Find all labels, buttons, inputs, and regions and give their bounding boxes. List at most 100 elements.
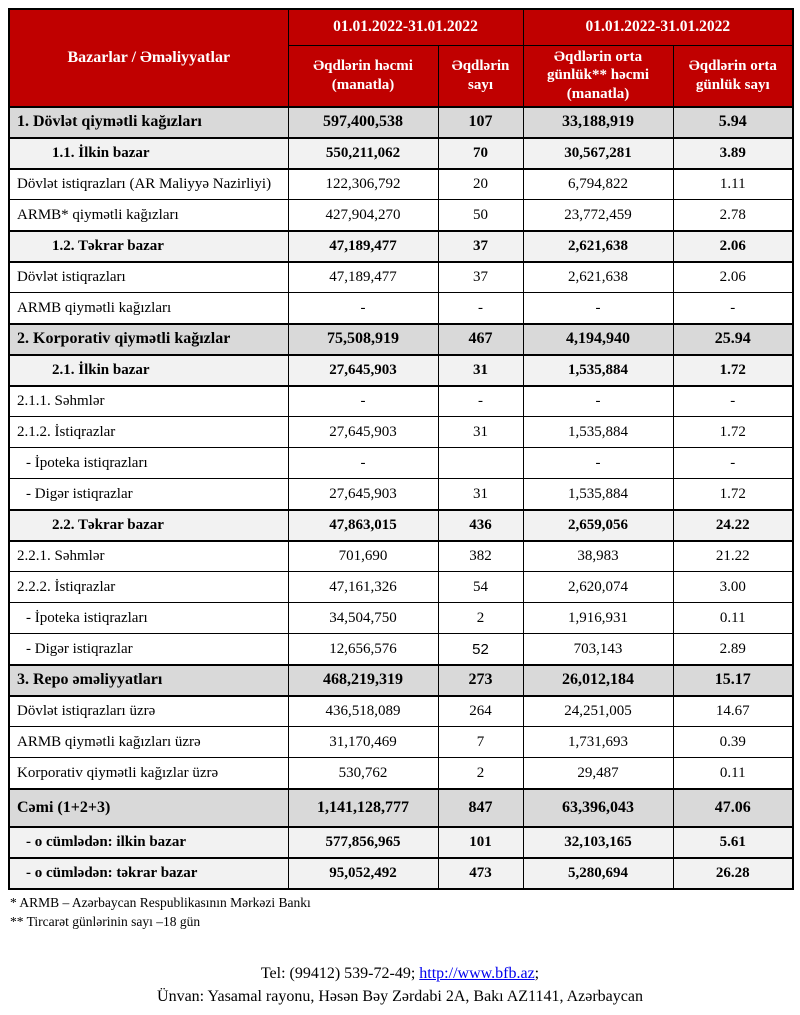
- cell-volume: 47,189,477: [287, 229, 439, 263]
- cell-avg-daily-count: 5.94: [672, 105, 794, 139]
- row-label: Dövlət istiqrazları: [8, 261, 289, 294]
- table-header: Bazarlar / Əməliyyatlar 01.01.2022-31.01…: [8, 8, 794, 108]
- cell-count: 31: [437, 353, 524, 387]
- cell-avg-daily-count: 3.00: [672, 571, 794, 604]
- cell-avg-daily-volume: 24,251,005: [522, 695, 674, 728]
- period-header-row: Bazarlar / Əməliyyatlar 01.01.2022-31.01…: [8, 8, 794, 108]
- row-label: 2.1. İlkin bazar: [8, 353, 289, 387]
- cell-avg-daily-count: 1.72: [672, 353, 794, 387]
- cell-count: 70: [437, 136, 524, 170]
- row-label: - Digər istiqrazlar: [8, 478, 289, 511]
- table-row: 2.2.2. İstiqrazlar 47,161,326 54 2,620,074 3…: [8, 571, 794, 604]
- cell-avg-daily-volume: 32,103,165: [522, 825, 674, 859]
- cell-avg-daily-volume: 63,396,043: [522, 787, 674, 828]
- cell-count: 2: [437, 757, 524, 790]
- table-row: 2.2. Təkrar bazar 47,863,015 436 2,659,056 2…: [8, 508, 794, 542]
- cell-volume: -: [287, 385, 439, 418]
- table-row: 2.1. İlkin bazar 27,645,903 31 1,535,884 1.7…: [8, 353, 794, 387]
- cell-count: 436: [437, 508, 524, 542]
- table-row: 2.1.2. İstiqrazlar 27,645,903 31 1,535,884 1…: [8, 416, 794, 449]
- table-row: ARMB* qiymətli kağızları 427,904,270 50 23,…: [8, 199, 794, 232]
- cell-avg-daily-volume: 38,983: [522, 540, 674, 573]
- cell-count: 20: [437, 168, 524, 201]
- cell-volume: 436,518,089: [287, 695, 439, 728]
- cell-avg-daily-count: 2.06: [672, 261, 794, 294]
- cell-avg-daily-count: 47.06: [672, 787, 794, 828]
- cell-avg-daily-count: 26.28: [672, 856, 794, 890]
- cell-avg-daily-volume: 1,535,884: [522, 478, 674, 511]
- cell-avg-daily-volume: 2,621,638: [522, 261, 674, 294]
- cell-volume: 597,400,538: [287, 105, 439, 139]
- cell-count: 382: [437, 540, 524, 573]
- table-row: ARMB qiymətli kağızları üzrə 31,170,469 7 1…: [8, 726, 794, 759]
- tel-line-suffix: ;: [534, 964, 540, 982]
- table-row: 1.2. Təkrar bazar 47,189,477 37 2,621,638 2.…: [8, 229, 794, 263]
- cell-count: -: [437, 385, 524, 418]
- cell-avg-daily-volume: -: [522, 292, 674, 325]
- cell-avg-daily-count: 0.11: [672, 757, 794, 790]
- row-label: 1.2. Təkrar bazar: [8, 229, 289, 263]
- cell-avg-daily-volume: 4,194,940: [522, 322, 674, 356]
- column-header-avg-daily-count: Əqdlərin orta günlük sayı: [672, 44, 794, 108]
- cell-avg-daily-count: 3.89: [672, 136, 794, 170]
- cell-avg-daily-count: 5.61: [672, 825, 794, 859]
- table-row: ARMB qiymətli kağızları - - - -: [8, 292, 794, 325]
- row-label: - Digər istiqrazlar: [8, 633, 289, 666]
- cell-volume: 27,645,903: [287, 416, 439, 449]
- cell-avg-daily-volume: -: [522, 447, 674, 480]
- period-header-2: 01.01.2022-31.01.2022: [522, 8, 794, 46]
- cell-volume: 75,508,919: [287, 322, 439, 356]
- row-label: Korporativ qiymətli kağızlar üzrə: [8, 757, 289, 790]
- table-row: - Digər istiqrazlar 12,656,576 52 703,143 2.…: [8, 633, 794, 666]
- cell-count: 473: [437, 856, 524, 890]
- cell-avg-daily-count: 2.89: [672, 633, 794, 666]
- cell-count: [437, 447, 524, 480]
- cell-volume: 530,762: [287, 757, 439, 790]
- cell-avg-daily-count: 15.17: [672, 663, 794, 697]
- cell-avg-daily-count: 2.78: [672, 199, 794, 232]
- cell-count: 273: [437, 663, 524, 697]
- cell-volume: 31,170,469: [287, 726, 439, 759]
- table-row: - İpoteka istiqrazları 34,504,750 2 1,916,9…: [8, 602, 794, 635]
- row-label: 2.2. Təkrar bazar: [8, 508, 289, 542]
- cell-volume: 468,219,319: [287, 663, 439, 697]
- table-row: Cəmi (1+2+3) 1,141,128,777 847 63,396,043 47…: [8, 787, 794, 828]
- period-header-1: 01.01.2022-31.01.2022: [287, 8, 524, 46]
- cell-volume: -: [287, 447, 439, 480]
- row-label: 2. Korporativ qiymətli kağızlar: [8, 322, 289, 356]
- cell-avg-daily-count: 21.22: [672, 540, 794, 573]
- table-row: 2.2.1. Səhmlər 701,690 382 38,983 21.22: [8, 540, 794, 573]
- cell-avg-daily-volume: 1,731,693: [522, 726, 674, 759]
- footnote-armb: * ARMB – Azərbaycan Respublikasının Mərk…: [10, 894, 311, 910]
- table-body: 1. Dövlət qiymətli kağızları 597,400,538 1…: [8, 105, 794, 890]
- bfb-website-link[interactable]: http://www.bfb.az: [419, 964, 535, 982]
- cell-volume: 95,052,492: [287, 856, 439, 890]
- cell-count: 37: [437, 229, 524, 263]
- table-row: Dövlət istiqrazları 47,189,477 37 2,621,638…: [8, 261, 794, 294]
- cell-count: 52: [437, 633, 524, 666]
- row-label: - o cümlədən: təkrar bazar: [8, 856, 289, 890]
- row-label: 2.2.1. Səhmlər: [8, 540, 289, 573]
- cell-volume: 47,863,015: [287, 508, 439, 542]
- table-row: - o cümlədən: təkrar bazar 95,052,492 473 5…: [8, 856, 794, 890]
- cell-count: 847: [437, 787, 524, 828]
- cell-avg-daily-count: 25.94: [672, 322, 794, 356]
- cell-avg-daily-volume: 1,916,931: [522, 602, 674, 635]
- cell-volume: 12,656,576: [287, 633, 439, 666]
- cell-avg-daily-count: 0.39: [672, 726, 794, 759]
- cell-avg-daily-volume: 2,621,638: [522, 229, 674, 263]
- cell-count: 31: [437, 416, 524, 449]
- row-label: 1.1. İlkin bazar: [8, 136, 289, 170]
- cell-count: 54: [437, 571, 524, 604]
- cell-count: 7: [437, 726, 524, 759]
- cell-avg-daily-volume: 2,659,056: [522, 508, 674, 542]
- market-operations-table: Bazarlar / Əməliyyatlar 01.01.2022-31.01…: [8, 8, 795, 890]
- cell-volume: 27,645,903: [287, 478, 439, 511]
- table-row: Dövlət istiqrazları üzrə 436,518,089 264 24…: [8, 695, 794, 728]
- cell-avg-daily-volume: -: [522, 385, 674, 418]
- table-row: 3. Repo əməliyyatları 468,219,319 273 26,01…: [8, 663, 794, 697]
- cell-avg-daily-volume: 1,535,884: [522, 353, 674, 387]
- cell-avg-daily-count: -: [672, 447, 794, 480]
- cell-volume: 27,645,903: [287, 353, 439, 387]
- cell-count: 2: [437, 602, 524, 635]
